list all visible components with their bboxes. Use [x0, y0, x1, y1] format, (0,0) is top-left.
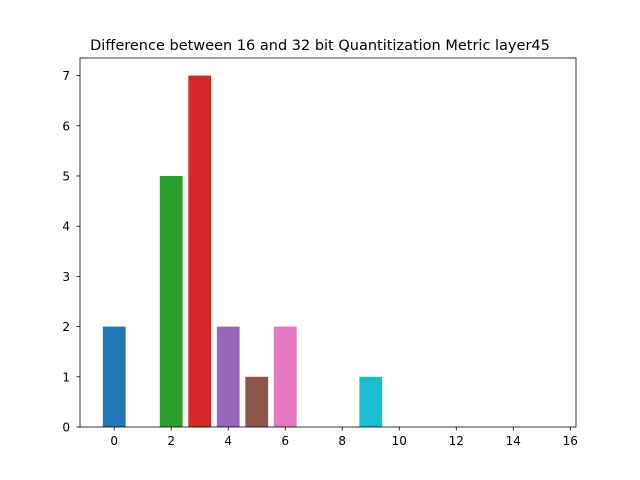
- bars-group: [102, 75, 383, 428]
- x-tick-label: 12: [449, 434, 464, 448]
- y-tick-label: 2: [62, 320, 70, 334]
- y-tick-label: 3: [62, 270, 70, 284]
- x-tick-label: 8: [338, 434, 346, 448]
- x-tick-label: 2: [167, 434, 175, 448]
- y-tick-label: 6: [62, 119, 70, 133]
- bar-5: [245, 376, 269, 427]
- bar-6: [273, 326, 297, 427]
- chart-title: Difference between 16 and 32 bit Quantit…: [90, 38, 550, 54]
- bar-2: [159, 175, 183, 427]
- x-tick-label: 0: [110, 434, 118, 448]
- bar-9: [359, 376, 383, 427]
- bar-0: [102, 326, 126, 427]
- y-tick-label: 7: [62, 69, 70, 83]
- y-tick-label: 4: [62, 220, 70, 234]
- plot-frame: [79, 57, 577, 428]
- x-tick-label: 16: [563, 434, 578, 448]
- x-tick-label: 10: [392, 434, 407, 448]
- y-tick-label: 0: [62, 421, 70, 435]
- x-tick-label: 6: [281, 434, 289, 448]
- x-tick-label: 4: [224, 434, 232, 448]
- y-tick-label: 1: [62, 370, 70, 384]
- y-tick-label: 5: [62, 169, 70, 183]
- x-tick-label: 14: [506, 434, 521, 448]
- bar-3: [188, 75, 212, 428]
- bar-4: [216, 326, 240, 427]
